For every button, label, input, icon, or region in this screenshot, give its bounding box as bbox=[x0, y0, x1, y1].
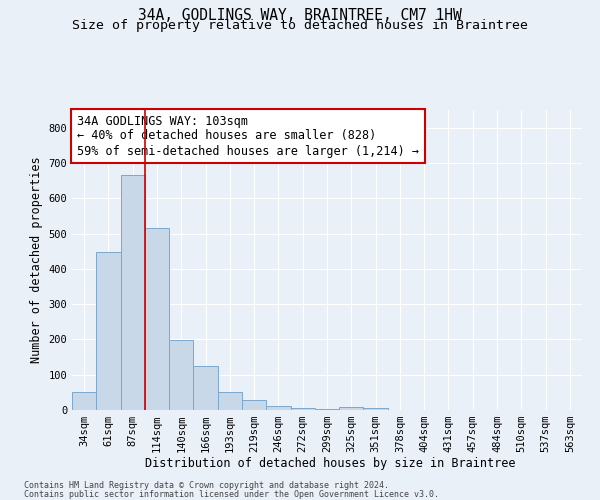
Bar bbox=[145, 228, 169, 410]
Bar bbox=[218, 392, 242, 410]
Text: Contains public sector information licensed under the Open Government Licence v3: Contains public sector information licen… bbox=[24, 490, 439, 499]
Bar bbox=[242, 400, 266, 410]
Bar bbox=[193, 366, 218, 410]
Bar bbox=[266, 406, 290, 410]
Bar bbox=[96, 252, 121, 410]
Y-axis label: Number of detached properties: Number of detached properties bbox=[30, 156, 43, 364]
Bar bbox=[364, 408, 388, 410]
Text: 34A, GODLINGS WAY, BRAINTREE, CM7 1HW: 34A, GODLINGS WAY, BRAINTREE, CM7 1HW bbox=[138, 8, 462, 22]
Text: 34A GODLINGS WAY: 103sqm
← 40% of detached houses are smaller (828)
59% of semi-: 34A GODLINGS WAY: 103sqm ← 40% of detach… bbox=[77, 114, 419, 158]
Text: Contains HM Land Registry data © Crown copyright and database right 2024.: Contains HM Land Registry data © Crown c… bbox=[24, 481, 389, 490]
Bar bbox=[315, 409, 339, 410]
Bar bbox=[169, 340, 193, 410]
Bar bbox=[290, 408, 315, 410]
Text: Distribution of detached houses by size in Braintree: Distribution of detached houses by size … bbox=[145, 458, 515, 470]
Text: Size of property relative to detached houses in Braintree: Size of property relative to detached ho… bbox=[72, 19, 528, 32]
Bar bbox=[121, 176, 145, 410]
Bar bbox=[72, 392, 96, 410]
Bar bbox=[339, 407, 364, 410]
